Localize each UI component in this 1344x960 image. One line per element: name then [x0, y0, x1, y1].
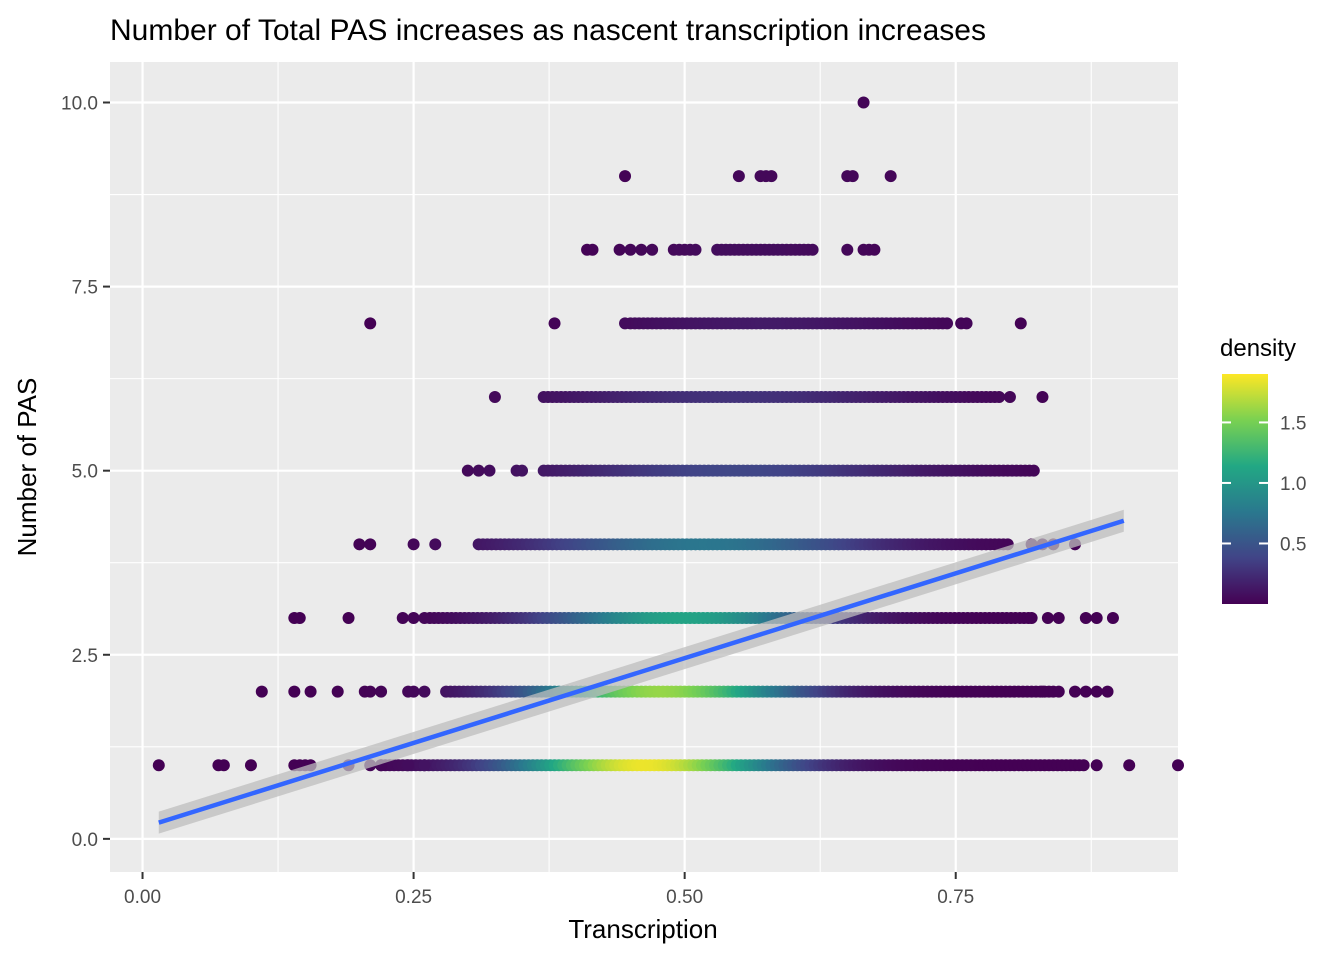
data-point	[1036, 391, 1049, 404]
data-point	[1079, 611, 1092, 624]
data-point	[548, 317, 561, 330]
x-axis-title: Transcription	[568, 914, 717, 944]
data-point	[516, 464, 529, 477]
data-point	[402, 759, 415, 772]
legend-tick-label: 0.5	[1280, 534, 1306, 555]
regression-fit	[158, 509, 1125, 834]
data-point	[1041, 611, 1054, 624]
y-tick-label: 5.0	[72, 462, 98, 483]
data-point	[407, 611, 420, 624]
data-point	[407, 538, 420, 551]
data-point	[244, 759, 257, 772]
x-tick-label: 0.75	[937, 887, 974, 908]
data-point	[1172, 759, 1184, 772]
data-point	[364, 538, 377, 551]
data-point	[304, 685, 317, 698]
data-point	[613, 243, 626, 256]
data-point	[429, 538, 442, 551]
data-point	[624, 243, 637, 256]
data-point	[288, 685, 301, 698]
data-point	[941, 317, 954, 330]
y-axis-title: Number of PAS	[12, 378, 42, 557]
data-point	[884, 170, 897, 183]
legend-tick-label: 1.0	[1280, 474, 1306, 495]
data-point	[1090, 759, 1103, 772]
y-axis: 0.0 2.5 5.0 7.5 10.0	[61, 94, 110, 851]
data-point	[857, 96, 870, 109]
regression-line	[158, 518, 1125, 825]
data-point	[255, 685, 268, 698]
x-tick-label: 0.00	[124, 887, 161, 908]
data-point	[1025, 611, 1038, 624]
data-point	[1052, 611, 1065, 624]
chart-title: Number of Total PAS increases as nascent…	[110, 14, 986, 47]
data-point	[846, 170, 859, 183]
data-point	[342, 611, 355, 624]
data-point	[1052, 685, 1065, 698]
data-point	[1090, 685, 1103, 698]
data-point	[483, 464, 496, 477]
legend-title: density	[1220, 335, 1296, 362]
x-axis: 0.00 0.25 0.50 0.75	[124, 872, 974, 908]
data-point	[993, 391, 1006, 404]
legend-tick-label: 1.5	[1280, 413, 1306, 434]
data-point	[586, 243, 599, 256]
data-point	[396, 611, 409, 624]
data-point	[635, 243, 648, 256]
data-point	[1003, 391, 1016, 404]
data-point	[217, 759, 230, 772]
data-point	[364, 685, 377, 698]
data-point	[1106, 611, 1119, 624]
data-point	[364, 317, 377, 330]
data-point	[732, 170, 745, 183]
data-point	[1027, 464, 1040, 477]
data-point	[619, 170, 632, 183]
data-points	[152, 96, 1184, 772]
data-point	[375, 685, 388, 698]
data-point	[407, 685, 420, 698]
data-point	[868, 243, 881, 256]
data-point	[1090, 611, 1103, 624]
data-point	[472, 464, 485, 477]
data-point	[418, 685, 431, 698]
data-point	[806, 243, 819, 256]
density-legend: density 0.5 1.0 1.5	[1220, 335, 1306, 604]
data-point	[488, 391, 501, 404]
data-point	[1077, 759, 1090, 772]
y-tick-label: 7.5	[72, 278, 98, 299]
data-point	[1123, 759, 1136, 772]
data-point	[960, 317, 973, 330]
y-tick-label: 0.0	[72, 830, 98, 851]
data-point	[619, 317, 632, 330]
data-point	[1014, 317, 1027, 330]
data-point	[293, 611, 306, 624]
data-point	[418, 611, 431, 624]
data-point	[353, 538, 366, 551]
data-point	[331, 685, 344, 698]
data-point	[841, 243, 854, 256]
data-point	[461, 464, 474, 477]
y-tick-label: 2.5	[72, 646, 98, 667]
data-point	[1036, 685, 1049, 698]
data-point	[418, 759, 431, 772]
data-point	[689, 243, 702, 256]
data-point	[1079, 685, 1092, 698]
data-point	[646, 243, 659, 256]
x-tick-label: 0.25	[395, 887, 432, 908]
legend-colorbar	[1222, 374, 1268, 604]
data-point	[1068, 685, 1081, 698]
x-tick-label: 0.50	[666, 887, 703, 908]
data-point	[765, 170, 778, 183]
data-point	[152, 759, 165, 772]
y-tick-label: 10.0	[61, 94, 98, 115]
data-point	[1101, 685, 1114, 698]
